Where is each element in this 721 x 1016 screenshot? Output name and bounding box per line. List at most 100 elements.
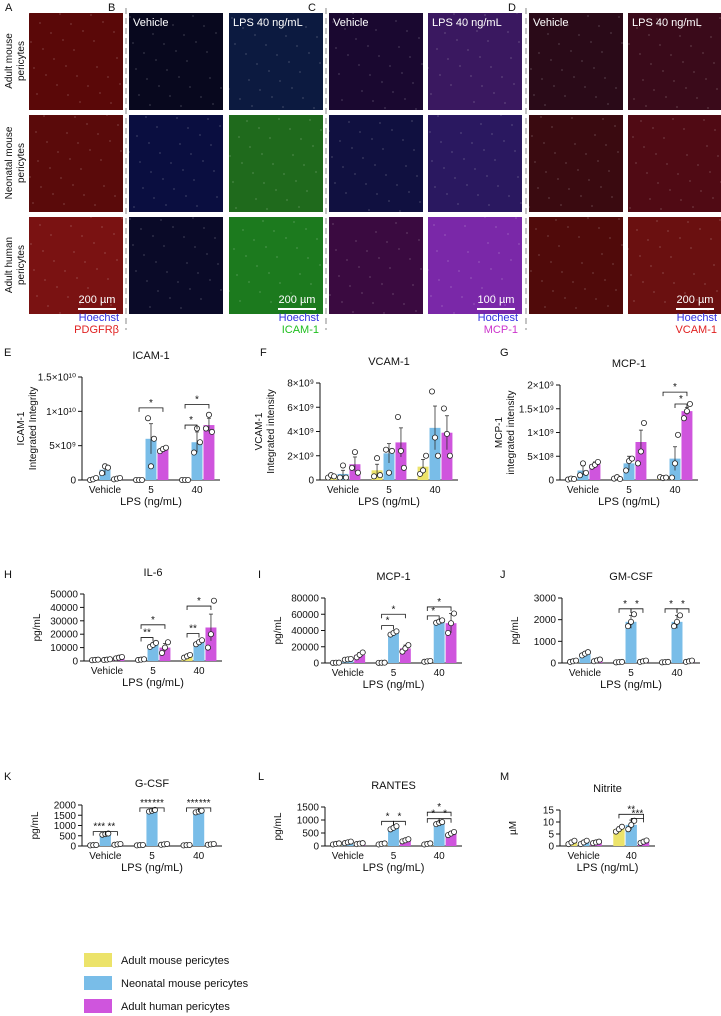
nucleus-dot (35, 92, 39, 96)
nucleus-dot (265, 207, 269, 211)
nucleus-dot (672, 79, 676, 83)
micro-tile (529, 217, 623, 314)
nucleus-dot (669, 53, 673, 57)
data-point (210, 597, 217, 604)
nucleus-dot (318, 263, 322, 267)
y-axis-label: pg/mL (510, 616, 521, 644)
nucleus-dot (244, 254, 248, 258)
y-tick-label: 0 (550, 659, 556, 670)
data-point (185, 476, 192, 483)
nucleus-dot (213, 236, 217, 240)
data-point (623, 467, 630, 474)
nucleus-dot (73, 115, 77, 119)
data-point (105, 464, 112, 471)
bar (159, 647, 171, 661)
x-tick-label: 40 (434, 668, 446, 679)
nucleus-dot (600, 50, 604, 54)
nucleus-dot (52, 57, 56, 61)
nucleus-dot (199, 95, 203, 99)
nucleus-dot (132, 205, 136, 209)
nucleus-dot (641, 78, 645, 82)
nucleus-dot (201, 159, 205, 163)
nucleus-dot (297, 205, 301, 209)
data-point (583, 837, 590, 844)
nucleus-dot (302, 163, 306, 167)
y-tick-label: 1×10¹⁰ (46, 407, 76, 418)
x-axis-label: LPS (ng/mL) (120, 496, 182, 508)
data-point (388, 447, 395, 454)
nucleus-dot (92, 241, 96, 245)
data-point (618, 823, 625, 830)
significance-bracket (630, 818, 644, 823)
bar (146, 810, 158, 846)
nucleus-dot (290, 86, 294, 90)
y-axis-label: pg/mL (273, 616, 284, 644)
nucleus-dot (550, 125, 554, 129)
y-tick-label: 0 (313, 842, 319, 853)
nucleus-dot (253, 33, 257, 37)
nucleus-dot (440, 304, 444, 308)
nucleus-dot (579, 194, 583, 198)
micro-tile (628, 13, 721, 110)
x-tick-label: Vehicle (332, 851, 365, 862)
nucleus-dot (446, 259, 450, 263)
nucleus-dot (495, 20, 499, 24)
nucleus-dot (331, 20, 335, 24)
y-axis-label: ICAM-1 (16, 411, 27, 445)
legend: Adult mouse pericytes Neonatal mouse peri… (84, 953, 249, 1013)
x-tick-label: 5 (628, 668, 634, 679)
data-point (371, 473, 378, 480)
data-point (377, 472, 384, 479)
significance-marker: * (397, 811, 401, 822)
nucleus-dot (614, 288, 618, 292)
significance-marker: * (189, 415, 193, 426)
significance-marker: * (386, 811, 390, 822)
nucleus-dot (506, 232, 510, 236)
y-axis-label: Integrated Integrity (28, 387, 39, 470)
nucleus-dot (272, 229, 276, 233)
bar (589, 464, 601, 480)
data-point (139, 476, 146, 483)
data-point (427, 840, 434, 847)
nucleus-dot (635, 26, 639, 30)
nucleus-dot (553, 151, 557, 155)
nucleus-dot (552, 84, 556, 88)
nucleus-dot (31, 201, 35, 205)
data-point (351, 449, 358, 456)
nucleus-dot (116, 123, 120, 127)
nucleus-dot (652, 88, 656, 92)
nucleus-dot (634, 161, 638, 165)
nucleus-dot (51, 192, 55, 196)
nucleus-dot (192, 178, 196, 182)
nucleus-dot (314, 170, 318, 174)
nucleus-dot (59, 176, 63, 180)
legend-swatch (84, 953, 112, 967)
data-point (580, 460, 587, 467)
data-point (573, 657, 580, 664)
nucleus-dot (154, 260, 158, 264)
nucleus-dot (382, 311, 386, 315)
nucleus-dot (99, 158, 103, 162)
significance-marker: * (679, 394, 683, 405)
nucleus-dot (486, 241, 490, 245)
x-tick-label: 40 (193, 666, 205, 677)
nucleus-dot (560, 68, 564, 72)
nucleus-dot (678, 34, 682, 38)
nucleus-dot (244, 52, 248, 56)
nucleus-dot (699, 189, 703, 193)
nucleus-dot (632, 299, 636, 303)
nucleus-dot (258, 88, 262, 92)
nucleus-dot (398, 209, 402, 213)
row-label: Adult human (4, 237, 15, 293)
nucleus-dot (63, 269, 67, 273)
significance-marker: *** (187, 798, 199, 809)
nucleus-dot (426, 66, 430, 70)
nucleus-dot (394, 221, 398, 225)
y-tick-label: 2000 (54, 801, 77, 812)
nucleus-dot (493, 158, 497, 162)
nucleus-dot (480, 84, 484, 88)
chart-title: MCP-1 (612, 358, 646, 370)
data-point (671, 623, 678, 630)
nucleus-dot (466, 48, 470, 52)
nucleus-dot (415, 174, 419, 178)
